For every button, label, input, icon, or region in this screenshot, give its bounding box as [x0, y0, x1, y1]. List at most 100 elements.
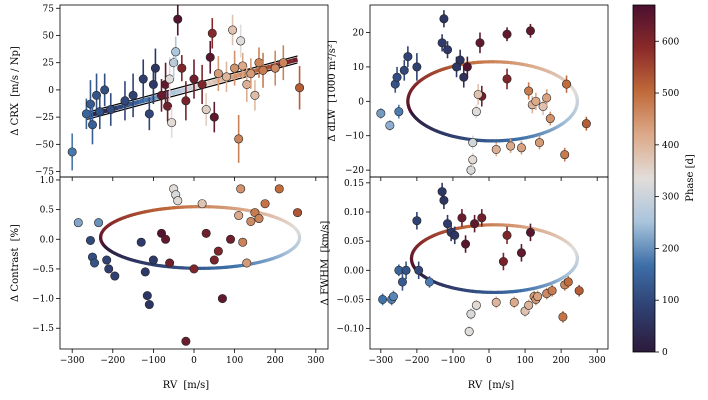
dlw-data-point — [562, 75, 572, 93]
fwhm-point-marker — [412, 216, 422, 226]
contrast-data-point — [90, 258, 100, 268]
crx-ylabel: Δ CRX [m/s / Np] — [10, 46, 21, 136]
contrast-yticks: −1.5 −1.0 −0.5 0.0 0.5 1.0 — [32, 176, 60, 334]
dlw-point-marker — [524, 86, 534, 96]
fwhm-point-marker — [424, 277, 434, 287]
contrast-xtick-label: −200 — [100, 356, 125, 366]
dlw-point-marker — [455, 55, 465, 65]
contrast-data-point — [217, 294, 227, 304]
contrast-data-point — [102, 255, 112, 265]
crx-ytick-label: −50 — [35, 140, 54, 150]
contrast-xtick-label: 200 — [267, 356, 284, 366]
crx-point-marker — [189, 74, 199, 84]
fwhm-point-marker — [524, 300, 534, 310]
dlw-data-point — [468, 152, 478, 167]
contrast-point-marker — [217, 294, 227, 304]
contrast-ytick-label: 1.0 — [40, 176, 55, 186]
dlw-point-marker — [439, 14, 449, 24]
fwhm-point-marker — [388, 292, 398, 302]
crx-model-segment — [186, 85, 193, 92]
contrast-point-marker — [94, 218, 104, 228]
dlw-data-point — [412, 53, 422, 81]
fwhm-xtick-label: −200 — [405, 356, 430, 366]
crx-point-marker — [205, 52, 215, 62]
crx-point-marker — [201, 105, 211, 115]
dlw-point-marker — [581, 119, 591, 129]
dlw-data-point — [560, 147, 570, 162]
crx-point-marker — [242, 79, 252, 89]
fwhm-data-point — [502, 226, 512, 245]
fwhm-point-marker — [574, 286, 584, 296]
fwhm-point-marker — [509, 297, 519, 307]
crx-xticks — [71, 177, 317, 181]
crx-panel: −75 −50 −25 0 25 50 75 Δ CRX [m/s / Np] — [10, 4, 329, 181]
contrast-point-marker — [213, 246, 223, 256]
contrast-point-marker — [260, 199, 270, 209]
crx-data-point — [95, 94, 105, 130]
crx-data-point — [167, 107, 177, 138]
fwhm-xtick-label: 300 — [589, 356, 606, 366]
fwhm-point-marker — [502, 230, 512, 240]
contrast-xtick-label: 100 — [226, 356, 243, 366]
contrast-data-point — [104, 264, 114, 274]
crx-data-point — [106, 93, 116, 126]
dlw-point-marker — [468, 138, 478, 148]
fwhm-data-point — [397, 273, 407, 291]
fwhm-data-point — [470, 214, 480, 233]
crx-point-marker — [169, 58, 179, 68]
dlw-point-marker — [475, 38, 485, 48]
crx-point-marker — [87, 120, 97, 130]
crx-point-marker — [67, 147, 77, 157]
contrast-data-point — [140, 267, 150, 277]
crx-point-marker — [81, 109, 91, 119]
dlw-ytick-label: −10 — [345, 132, 364, 142]
fwhm-point-marker — [533, 292, 543, 302]
crx-point-marker — [207, 28, 217, 38]
contrast-data-point — [161, 234, 171, 244]
contrast-point-marker — [293, 208, 303, 218]
dlw-data-point — [394, 104, 404, 119]
crx-point-marker — [209, 112, 219, 122]
contrast-point-marker — [242, 258, 252, 268]
fwhm-point-marker — [516, 248, 526, 258]
crx-point-marker — [150, 63, 160, 73]
contrast-xtick-label: 300 — [307, 356, 324, 366]
fwhm-data-point — [533, 290, 543, 303]
dlw-panel: −20 −10 0 10 20 Δ dLW [1000 m²/s²] — [327, 4, 609, 181]
fwhm-point-marker — [450, 230, 460, 240]
contrast-point-marker — [234, 211, 244, 221]
fwhm-data-point — [491, 296, 501, 309]
contrast-data-point — [226, 234, 236, 244]
dlw-marks — [376, 10, 591, 177]
fwhm-data-point — [471, 299, 481, 312]
crx-point-marker — [106, 105, 116, 115]
fwhm-data-point — [525, 223, 535, 242]
crx-point-marker — [177, 63, 187, 73]
contrast-data-point — [197, 199, 207, 209]
contrast-data-point — [201, 228, 211, 238]
contrast-xtick-label: −300 — [60, 356, 85, 366]
crx-point-marker — [148, 79, 158, 89]
fwhm-point-marker — [464, 327, 474, 337]
dlw-data-point — [403, 46, 413, 67]
contrast-point-marker — [102, 255, 112, 265]
fwhm-data-point — [509, 296, 519, 309]
crx-model-segment — [138, 98, 146, 105]
crx-data-point — [144, 97, 154, 131]
dlw-ytick-label: 0 — [358, 97, 364, 107]
contrast-ylabel: Δ Contrast [%] — [10, 224, 21, 302]
fwhm-xtick-label: −300 — [368, 356, 393, 366]
fwhm-ytick-label: −0.10 — [336, 325, 364, 335]
contrast-point-marker — [90, 258, 100, 268]
fwhm-data-point — [424, 276, 434, 288]
fwhm-xtick-label: 200 — [553, 356, 570, 366]
crx-data-point — [150, 48, 160, 88]
contrast-data-point — [148, 255, 158, 265]
fwhm-data-point — [464, 325, 474, 338]
contrast-data-point — [85, 235, 95, 245]
crx-data-point — [228, 14, 238, 46]
contrast-data-point — [293, 208, 303, 218]
dlw-point-marker — [534, 138, 544, 148]
dlw-data-point — [455, 49, 465, 71]
dlw-point-marker — [394, 107, 404, 117]
